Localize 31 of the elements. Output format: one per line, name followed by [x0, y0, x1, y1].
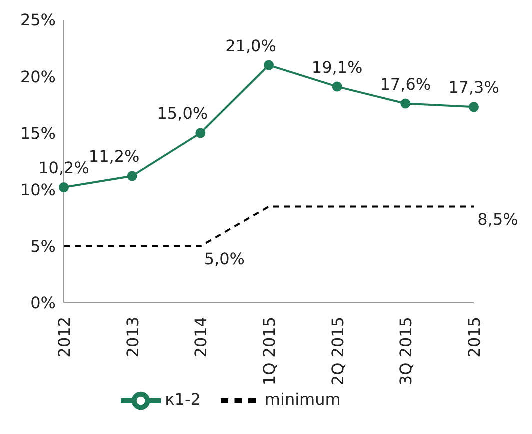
y-tick-label: 25%	[20, 10, 56, 30]
data-label: 19,1%	[312, 58, 363, 77]
data-label: 17,6%	[380, 74, 432, 94]
x-tick-label: 2013	[123, 317, 142, 358]
y-tick-label: 0%	[30, 294, 56, 313]
y-tick-label: 10%	[20, 180, 56, 200]
point	[127, 171, 138, 182]
x-tick-label: 3Q 2015	[396, 317, 416, 386]
data-label: 5,0%	[204, 249, 245, 268]
point	[264, 60, 274, 70]
x-tick-label: 2014	[192, 317, 211, 358]
y-tick-label: 20%	[20, 67, 56, 86]
y-tick-label: 15%	[20, 124, 56, 143]
point	[332, 82, 342, 92]
data-label: 15,0%	[157, 104, 208, 124]
point	[400, 98, 411, 109]
legend-label: к1-2	[165, 390, 201, 410]
x-tick-label: 2015	[465, 317, 484, 358]
point	[469, 102, 479, 112]
data-label: 10,2%	[38, 158, 90, 178]
data-label: 8,5%	[478, 210, 518, 229]
x-tick-label: 2012	[55, 317, 74, 358]
legend-label: minimum	[264, 390, 341, 410]
y-tick-label: 5%	[30, 237, 56, 256]
point	[196, 128, 206, 138]
x-tick-label: 1Q 2015	[260, 317, 279, 386]
data-label: 17,3%	[448, 78, 500, 98]
data-label: 21,0%	[226, 36, 276, 56]
data-label: 11,2%	[88, 147, 140, 166]
point	[59, 182, 69, 193]
x-tick-label: 2Q 2015	[328, 317, 348, 386]
